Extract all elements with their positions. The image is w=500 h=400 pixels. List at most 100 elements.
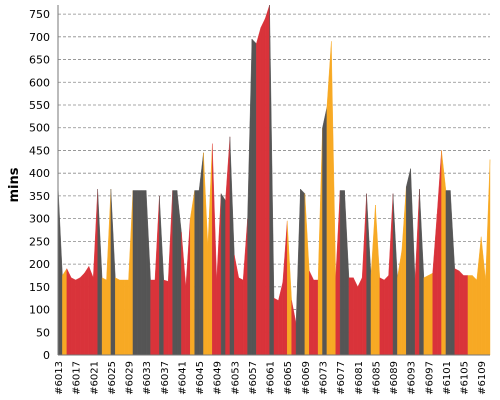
axes [57,5,490,356]
x-tick-label: #6017 [72,361,83,395]
y-tick-labels: 0 50 100 150 200 250 300 350 400 450 500 550 600 650 7… [29,8,50,362]
x-tick-label: #6093 [407,361,418,395]
gridlines [58,13,490,333]
area-segment-6059 [260,18,266,356]
area-segment-6070 [309,270,314,356]
x-tick-label: #6013 [54,361,65,395]
y-tick-label: 750 [29,8,50,21]
x-tick-label: #6029 [125,361,136,395]
area-segment-6077 [339,190,345,356]
x-tick-label: #6061 [266,361,277,395]
area-segment-6034 [150,279,156,356]
area-segment-6076 [335,190,341,356]
area-segment-6046 [203,152,209,356]
area-segment-6108 [476,236,482,356]
x-tick-label: #6033 [142,361,153,395]
area-segment-6106 [467,275,473,356]
area-segment-6036 [159,195,164,356]
x-tick-label: #6097 [424,361,435,395]
area-segment-6032 [141,190,147,356]
area-segment-6037 [163,279,169,356]
area-segment-6066 [291,300,297,356]
area-segment-6035 [154,195,160,356]
y-tick-label: 200 [29,258,50,271]
x-tick-label: #6085 [371,361,382,395]
area-segment-6044 [194,190,200,356]
area-segment-6015 [66,268,72,356]
area-segment-6078 [344,190,350,356]
area-segment-6045 [198,152,204,356]
area-segment-6033 [145,190,151,356]
y-tick-label: 350 [29,190,50,203]
area-segment-6062 [273,297,279,356]
area-segment-6054 [238,277,244,356]
area-segment-6090 [397,250,403,356]
area-segment-6074 [326,41,332,356]
area-segment-6050 [220,192,226,356]
area-segment-6107 [472,274,477,356]
area-segment-6020 [88,266,94,356]
area-segment-6039 [172,190,178,356]
x-tick-label: #6069 [301,361,312,395]
y-tick-label: 500 [29,122,50,135]
area-segment-6083 [366,193,372,356]
x-tick-label: #6105 [460,361,471,395]
area-segment-6057 [251,38,257,356]
area-segment-6089 [392,193,398,356]
y-tick-label: 250 [29,235,50,248]
area-segment-6091 [401,186,407,356]
y-tick-label: 550 [29,99,50,112]
area-segment-6031 [137,190,142,356]
area-segment-6014 [62,267,68,356]
y-tick-label: 300 [29,213,50,226]
area-segment-6058 [256,27,261,356]
area-segment-6105 [463,275,469,356]
x-tick-label: #6053 [230,361,241,395]
area-segment-6079 [348,277,354,356]
y-tick-label: 700 [29,31,50,44]
x-tick-label: #6073 [318,361,329,395]
area-segment-6096 [423,275,429,356]
area-segment-6055 [242,218,248,356]
area-segment-6082 [361,193,367,356]
area-segment-6068 [300,188,306,356]
y-tick-label: 150 [29,281,50,294]
x-tick-label: #6101 [442,361,453,395]
area-segment-6040 [176,190,182,356]
area-segment-6052 [229,136,235,356]
area-segment-6060 [264,4,270,356]
x-tick-label: #6081 [354,361,365,395]
x-tick-label: #6025 [107,361,118,395]
x-tick-label: #6021 [89,361,100,395]
area-segment-6053 [234,254,239,356]
area-segment-6023 [101,277,107,356]
area-segment-6088 [388,193,394,356]
x-tick-label: #6065 [283,361,294,395]
area-segment-6093 [410,168,416,356]
area-segment-6026 [115,277,120,356]
area-segment-6049 [216,193,222,356]
area-segment-6073 [322,107,328,356]
area-segment-6087 [384,274,389,356]
area-segment-6101 [445,190,451,356]
area-segment-6098 [432,214,438,356]
area-segment-6097 [428,272,433,356]
x-tick-labels: #6013 #6017 #6021 #6025 #6029 #6033 #6037 #6041… [54,361,488,395]
area-segment-6075 [331,41,336,356]
area-segment-6048 [212,143,217,356]
y-axis-title: mins [7,167,22,202]
area-segment-6071 [313,279,319,356]
area-segment-6110 [485,159,491,356]
area-segment-6085 [375,204,380,356]
area-segment-6103 [454,268,460,356]
area-segment-6104 [458,270,464,356]
area-segment-6028 [123,279,129,356]
y-tick-label: 600 [29,76,50,89]
area-segment-6051 [225,136,231,356]
area-segment-6041 [181,232,187,356]
y-tick-label: 400 [29,167,50,180]
area-segment-6086 [379,277,385,356]
area-segment-6080 [353,277,358,356]
area-segment-6017 [75,277,81,356]
